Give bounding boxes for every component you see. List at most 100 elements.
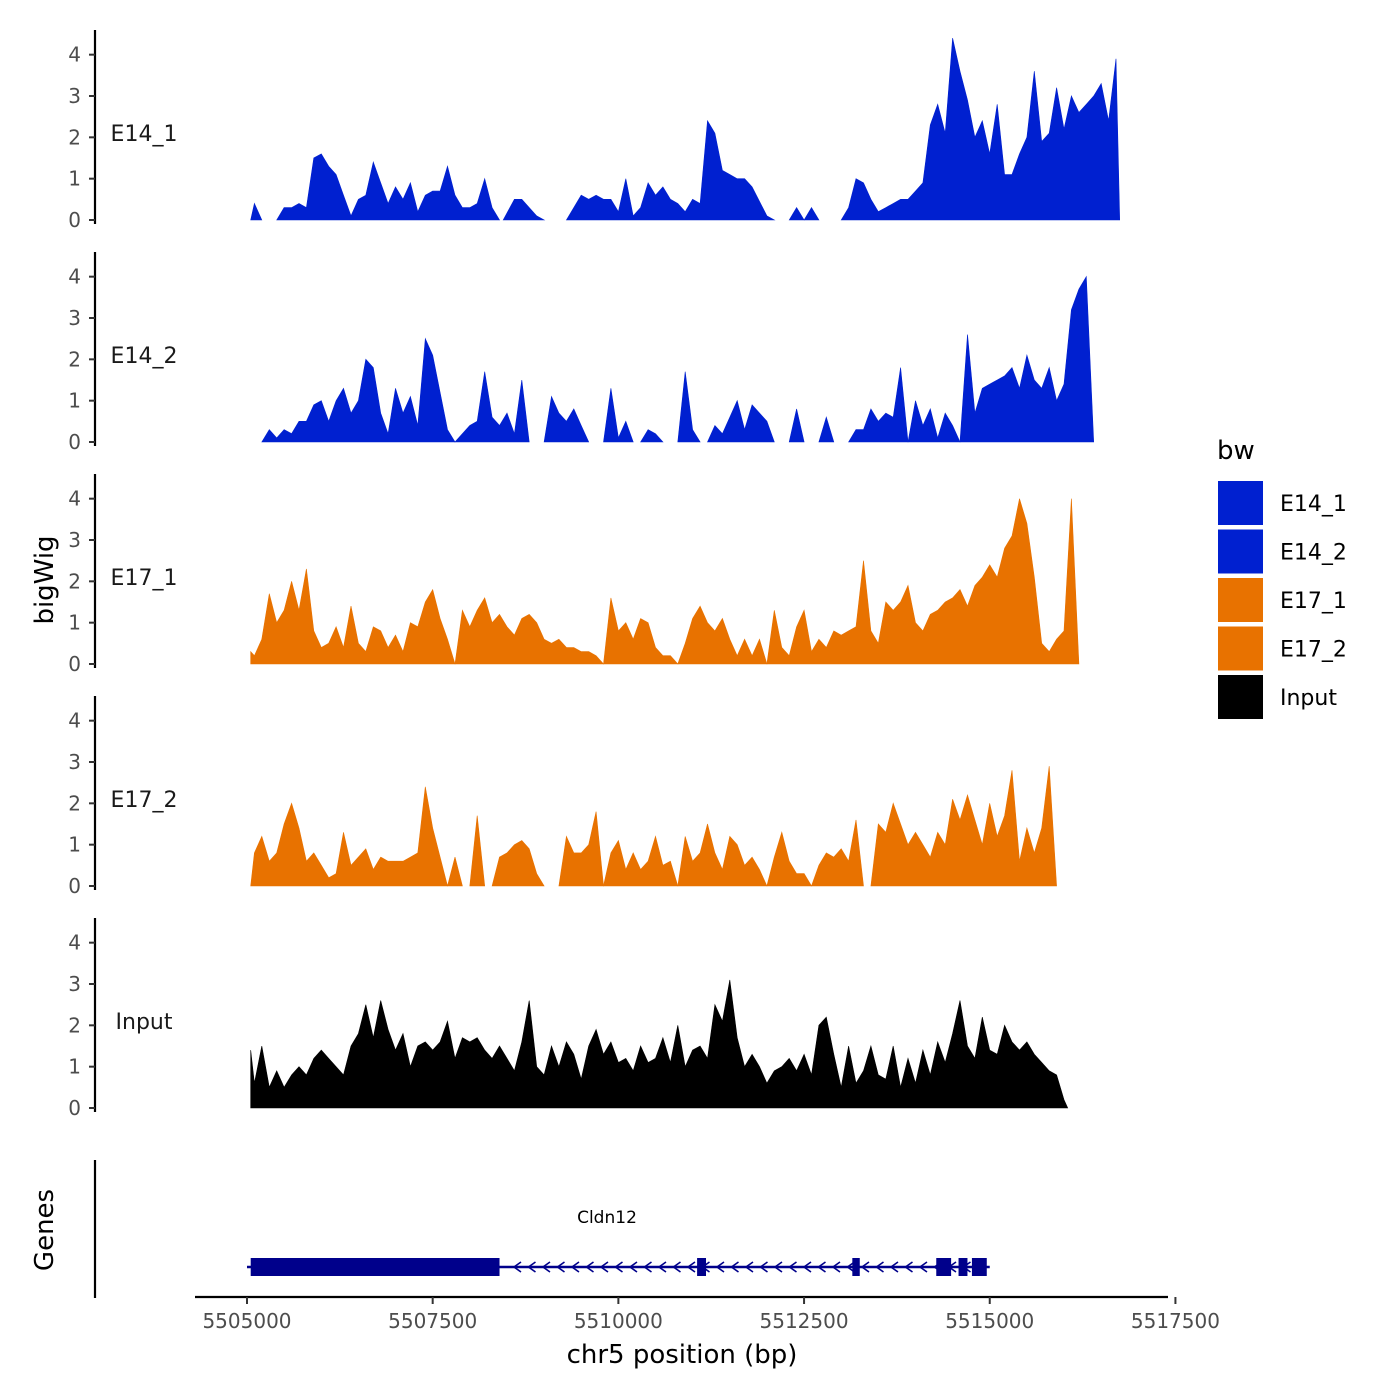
track-label: E14_2	[111, 344, 178, 369]
strand-arrow	[846, 1261, 855, 1273]
x-tick-label: 5510000	[574, 1309, 663, 1333]
gene-cldn12: Cldn12	[246, 1208, 990, 1276]
strand-arrow	[773, 1261, 783, 1273]
coverage-area-e14_2-4	[640, 429, 664, 443]
x-tick-label: 5505000	[202, 1309, 291, 1333]
y-tick-label: 2	[68, 1013, 81, 1037]
gene-exon-0	[250, 1258, 500, 1276]
strand-arrow	[730, 1261, 739, 1273]
y-tick-label: 0	[68, 652, 81, 676]
track-e17_1: 0 1 2 3 4 E17_1	[68, 474, 1080, 676]
tracks-layer: 0 1 2 3 4 E14_1 0 1 2 3 4 E14_2 0 1 2 3 4 E17_1 0 1 2 3 4 E17_2…	[68, 30, 1121, 1120]
y-tick-label: 2	[68, 347, 81, 371]
strand-arrow	[860, 1261, 870, 1273]
genes-layer: Cldn12	[93, 1160, 990, 1298]
track-e14_2: 0 1 2 3 4 E14_2	[68, 252, 1095, 454]
strand-arrow	[686, 1261, 696, 1273]
coverage-area-e14_2-8	[818, 416, 835, 443]
legend-swatch-input	[1218, 675, 1263, 719]
y-tick-label: 4	[68, 931, 81, 955]
coverage-area-input-0	[250, 979, 1069, 1109]
coverage-area-e17_2-5	[603, 835, 679, 887]
y-tick-label: 0	[68, 430, 81, 454]
coverage-area-e14_2-9	[848, 367, 909, 443]
coverage-area-e17_2-0	[250, 786, 448, 887]
strand-arrow	[788, 1261, 797, 1273]
track-input: 0 1 2 3 4 Input	[68, 918, 1069, 1120]
strand-arrow	[744, 1261, 754, 1273]
strand-arrow	[657, 1261, 667, 1273]
coverage-area-e17_1-4	[766, 498, 1080, 665]
strand-arrow	[570, 1261, 580, 1273]
strand-arrow	[512, 1261, 522, 1273]
gene-exon-4	[958, 1258, 968, 1276]
coverage-area-e14_1-3	[565, 119, 776, 221]
y-tick-label: 0	[68, 1096, 81, 1120]
y-tick-label: 4	[68, 265, 81, 289]
gene-exon-1	[697, 1258, 707, 1276]
y-tick-label: 2	[68, 125, 81, 149]
legend-swatch-e14_1	[1218, 481, 1263, 525]
y-tick-label: 0	[68, 874, 81, 898]
legend-label-e14_1: E14_1	[1280, 492, 1347, 517]
y-tick-label: 3	[68, 84, 81, 108]
y-tick-label: 3	[68, 528, 81, 552]
coverage-area-e14_2-3	[603, 388, 634, 443]
coverage-area-e14_2-7	[788, 408, 805, 443]
strand-arrow	[585, 1261, 594, 1273]
strand-arrow	[904, 1261, 913, 1273]
x-tick-label: 5512500	[760, 1309, 849, 1333]
y-tick-label: 4	[68, 709, 81, 733]
coverage-area-e14_2-10	[907, 400, 961, 443]
legend-swatch-e14_2	[1218, 529, 1263, 574]
legend-label-input: Input	[1280, 686, 1337, 711]
coverage-area-e14_1-5	[840, 38, 1121, 221]
y-tick-label: 4	[68, 487, 81, 511]
coverage-area-e17_1-1	[454, 597, 605, 665]
legend: bw E14_1 E14_2 E17_1 E17_2 Input	[1217, 436, 1347, 719]
strand-arrow	[599, 1261, 609, 1273]
strand-arrow	[541, 1261, 551, 1273]
legend-label-e17_2: E17_2	[1280, 638, 1347, 663]
y-tick-label: 1	[68, 167, 81, 191]
coverage-area-e14_2-1	[454, 371, 530, 443]
track-e17_2: 0 1 2 3 4 E17_2	[68, 696, 1057, 898]
coverage-area-e14_2-5	[677, 371, 701, 443]
coverage-area-e17_2-3	[491, 840, 545, 887]
gene-exon-5	[971, 1258, 987, 1276]
coverage-area-e17_2-9	[870, 766, 1057, 887]
strand-arrow	[527, 1261, 536, 1273]
coverage-area-e14_2-2	[543, 395, 590, 443]
strand-arrow	[759, 1261, 768, 1273]
coverage-area-e14_2-6	[707, 399, 775, 443]
strand-arrow	[628, 1261, 638, 1273]
strand-arrow	[672, 1261, 681, 1273]
track-label: E17_1	[111, 566, 178, 591]
legend-label-e14_2: E14_2	[1280, 541, 1347, 566]
track-label: E17_2	[111, 788, 178, 813]
gene-exon-3	[936, 1258, 952, 1276]
strand-arrow	[802, 1261, 812, 1273]
track-e14_1: 0 1 2 3 4 E14_1	[68, 30, 1121, 232]
track-label: Input	[116, 1010, 173, 1035]
x-tick-label: 5515000	[945, 1309, 1034, 1333]
strand-arrow	[643, 1261, 652, 1273]
y-tick-label: 3	[68, 972, 81, 996]
legend-label-e17_1: E17_1	[1280, 589, 1347, 614]
coverage-area-e14_1-2	[502, 199, 546, 221]
y-tick-label: 2	[68, 791, 81, 815]
strand-arrow	[831, 1261, 841, 1273]
y-tick-label: 1	[68, 833, 81, 857]
genes-axis-title: Genes	[30, 1189, 60, 1271]
coverage-area-e14_1-4	[788, 207, 820, 221]
coverage-area-e17_2-4	[558, 811, 604, 887]
coverage-area-e17_2-7	[766, 831, 813, 887]
x-tick-label: 5507500	[388, 1309, 477, 1333]
y-tick-label: 3	[68, 306, 81, 330]
y-tick-label: 2	[68, 569, 81, 593]
coverage-area-e17_1-3	[677, 605, 768, 665]
gene-exon-2	[852, 1258, 860, 1276]
strand-arrow	[875, 1261, 884, 1273]
y-tick-label: 1	[68, 389, 81, 413]
coverage-area-e17_2-6	[677, 823, 768, 887]
